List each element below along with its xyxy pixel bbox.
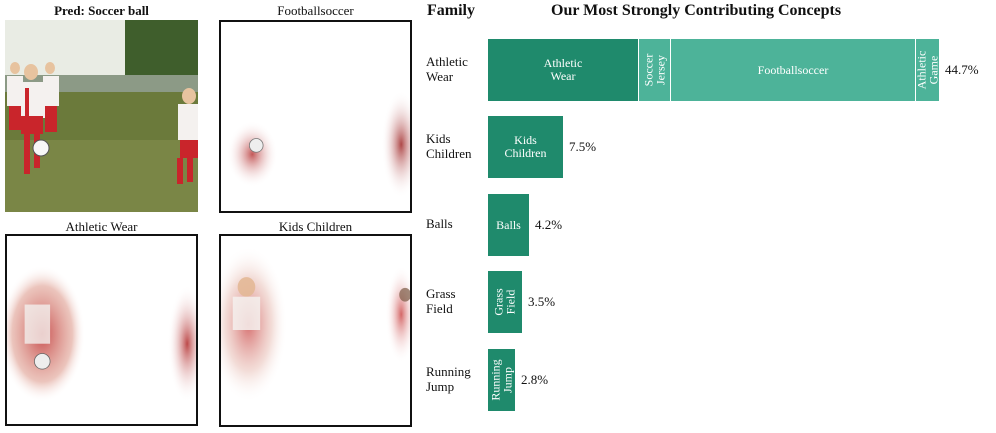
family-header: Family: [427, 2, 475, 19]
family-total-percent: 44.7%: [945, 62, 979, 77]
family-label: Running Jump: [426, 364, 471, 394]
concept-segment-label: Running Jump: [488, 359, 515, 401]
concept-segment-label: Soccer Jersey: [641, 53, 668, 87]
family-label: Balls: [426, 216, 453, 231]
concept-bar-segment: Footballsoccer: [671, 39, 916, 101]
family-total-percent: 7.5%: [569, 139, 597, 154]
family-total-percent: 4.2%: [535, 217, 563, 232]
concept-segment-label: Athletic Game: [916, 50, 940, 90]
family-label: Grass Field: [426, 286, 456, 316]
family-total-percent: 2.8%: [521, 372, 549, 387]
concept-bar-segment: Running Jump: [488, 349, 516, 411]
concept-segment-label: Kids Children: [504, 133, 547, 160]
family-label: Kids Children: [426, 131, 472, 161]
footballsoccer-heatmap: [219, 20, 412, 213]
concept-segment-label: Athletic Wear: [543, 56, 583, 83]
athletic-wear-title: Athletic Wear: [65, 219, 138, 234]
concepts-header: Our Most Strongly Contributing Concepts: [551, 2, 842, 19]
family-total-percent: 3.5%: [528, 294, 556, 309]
concept-segment-label: Grass Field: [491, 288, 518, 316]
concept-bar-segment: Balls: [488, 194, 530, 256]
original-photo: [5, 20, 198, 212]
footballsoccer-title: Footballsoccer: [277, 3, 354, 18]
family-label: Athletic Wear: [426, 54, 468, 84]
concept-bar-segment: Soccer Jersey: [639, 39, 671, 101]
athletic-wear-heatmap: [5, 234, 198, 426]
concept-segment-label: Footballsoccer: [757, 62, 829, 77]
pred-title: Pred: Soccer ball: [54, 3, 149, 18]
concept-bar-segment: Athletic Game: [916, 39, 940, 101]
concept-bar-segment: Athletic Wear: [488, 39, 639, 101]
kids-children-title: Kids Children: [278, 219, 353, 234]
concept-bar-segment: Grass Field: [488, 271, 523, 333]
kids-children-heatmap: [219, 234, 412, 427]
concept-bar-segment: Kids Children: [488, 116, 564, 178]
concept-segment-label: Balls: [496, 217, 521, 232]
